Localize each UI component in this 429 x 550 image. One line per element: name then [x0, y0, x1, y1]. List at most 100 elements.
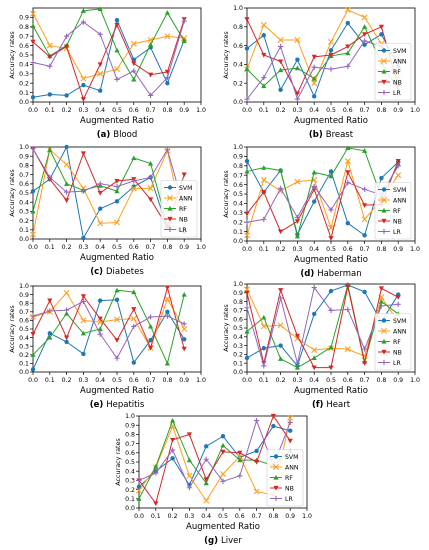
- data-point: [64, 335, 70, 341]
- x-tick-label: 1.0: [410, 246, 420, 253]
- data-point: [220, 478, 226, 484]
- data-point: [362, 233, 367, 238]
- data-point: [237, 457, 243, 463]
- data-point: [328, 307, 334, 313]
- data-point: [148, 72, 154, 78]
- y-tick-label: 0.7: [125, 441, 135, 448]
- legend-label: LR: [393, 360, 401, 367]
- y-tick-label: 0.3: [19, 343, 29, 350]
- data-point: [186, 472, 193, 479]
- data-point: [114, 76, 120, 83]
- data-point: [148, 345, 154, 351]
- data-point: [203, 497, 210, 504]
- data-point: [278, 43, 284, 50]
- data-point: [345, 50, 351, 56]
- y-axis-label: Accuracy rates: [8, 169, 16, 217]
- legend-entry-rf: RF: [378, 208, 401, 215]
- data-point: [64, 339, 69, 345]
- data-point: [181, 321, 187, 327]
- data-point: [64, 181, 70, 186]
- data-point: [80, 188, 86, 194]
- legend-label: ANN: [179, 195, 193, 202]
- series-line: [32, 299, 185, 370]
- data-point: [148, 197, 154, 203]
- data-point: [131, 68, 137, 74]
- legend-label: SVM: [285, 454, 299, 461]
- data-point: [80, 294, 86, 299]
- x-tick-label: 0.2: [62, 377, 72, 384]
- data-point: [97, 62, 103, 67]
- data-point: [294, 178, 301, 185]
- panel-caption: (d) Haberman: [300, 269, 361, 279]
- y-axis-label: Accuracy rates: [222, 170, 230, 218]
- x-tick-label: 0.7: [360, 246, 370, 253]
- data-point: [378, 286, 384, 291]
- y-tick-label: 0.6: [19, 43, 29, 50]
- y-axis-label: Accuracy rates: [8, 305, 16, 353]
- y-tick-label: 0.1: [233, 229, 243, 236]
- data-point: [80, 19, 86, 25]
- y-tick-label: 0.1: [19, 361, 29, 368]
- y-tick-label: 0.3: [233, 210, 243, 217]
- data-point: [253, 488, 260, 495]
- data-point: [148, 337, 153, 343]
- data-point: [114, 66, 120, 73]
- data-point: [345, 63, 351, 69]
- legend-label: NB: [179, 216, 188, 223]
- data-point: [147, 185, 154, 192]
- data-point: [312, 311, 317, 317]
- data-point: [131, 323, 137, 330]
- legend-entry-lr: LR: [378, 229, 401, 236]
- legend-label: ANN: [393, 58, 407, 65]
- y-tick-label: 0.2: [125, 487, 135, 494]
- data-point: [220, 442, 226, 448]
- legend-entry-lr: LR: [164, 227, 187, 234]
- y-tick-label: 0.4: [19, 62, 29, 69]
- data-point: [378, 303, 384, 309]
- series-line: [246, 25, 399, 91]
- y-tick-label: 0.4: [19, 199, 29, 206]
- legend-label: SVM: [393, 187, 407, 194]
- series-line: [246, 160, 399, 240]
- y-tick-label: 0.4: [233, 201, 243, 208]
- series-nb: [244, 159, 401, 241]
- x-tick-label: 0.8: [162, 244, 172, 251]
- data-point: [181, 35, 188, 42]
- x-tick-label: 0.7: [146, 377, 156, 384]
- data-point: [130, 40, 137, 47]
- data-point: [362, 186, 368, 192]
- legend-label: ANN: [285, 464, 299, 471]
- series-line: [32, 13, 185, 80]
- data-point: [181, 292, 187, 297]
- data-point: [287, 414, 294, 421]
- series-line: [246, 165, 399, 223]
- data-point: [277, 188, 284, 195]
- data-point: [328, 173, 334, 179]
- data-point: [244, 46, 250, 51]
- legend-entry-ann: ANN: [378, 328, 407, 335]
- data-point: [97, 326, 103, 332]
- legend-entry-svm: SVM: [270, 454, 299, 461]
- y-tick-label: 0.5: [19, 52, 29, 59]
- y-tick-label: 0.1: [233, 360, 243, 367]
- data-point: [80, 317, 87, 324]
- data-point: [395, 159, 401, 164]
- legend-entry-nb: NB: [164, 216, 188, 223]
- data-point: [294, 335, 301, 342]
- data-point: [278, 288, 284, 293]
- data-point: [30, 146, 36, 152]
- x-tick-label: 0.0: [242, 377, 252, 384]
- legend-entry-ann: ANN: [378, 197, 407, 204]
- y-tick-label: 0.9: [19, 153, 29, 160]
- data-point: [164, 69, 170, 75]
- data-point: [278, 229, 284, 235]
- x-tick-label: 0.3: [292, 377, 302, 384]
- data-point: [295, 57, 300, 62]
- legend-entry-nb: NB: [270, 485, 294, 492]
- x-tick-label: 0.4: [95, 377, 105, 384]
- data-point: [30, 95, 36, 100]
- y-tick-label: 0.7: [233, 308, 243, 315]
- data-point: [254, 459, 260, 465]
- legend-entry-lr: LR: [270, 496, 293, 503]
- data-point: [30, 313, 36, 319]
